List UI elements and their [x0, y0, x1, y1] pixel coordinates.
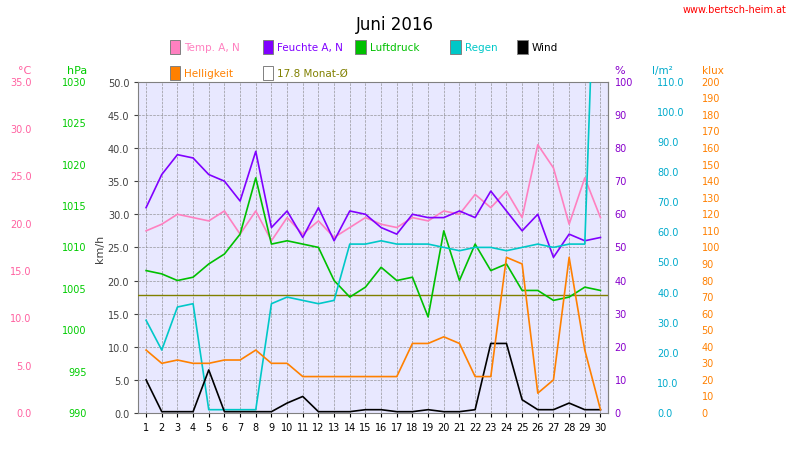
Text: %: % [615, 66, 625, 76]
Text: Feuchte A, N: Feuchte A, N [277, 43, 343, 53]
Text: 1000: 1000 [62, 325, 87, 336]
Text: 5.0: 5.0 [17, 361, 32, 371]
Text: Regen: Regen [465, 43, 497, 53]
Text: 0.0: 0.0 [17, 408, 32, 418]
Text: Wind: Wind [532, 43, 558, 53]
Text: 100.0: 100.0 [657, 108, 685, 118]
Text: °C: °C [18, 66, 32, 76]
Text: 180: 180 [702, 111, 720, 121]
Text: 10.0: 10.0 [10, 313, 32, 324]
Text: 1025: 1025 [62, 119, 87, 129]
Text: 170: 170 [702, 127, 720, 137]
Text: 90.0: 90.0 [657, 138, 679, 148]
Text: 50: 50 [702, 325, 714, 336]
Text: 50.0: 50.0 [657, 258, 679, 268]
Text: 1005: 1005 [62, 284, 87, 294]
Text: 1020: 1020 [62, 160, 87, 170]
Text: 120: 120 [702, 210, 720, 220]
Text: hPa: hPa [66, 66, 87, 76]
Text: 200: 200 [702, 78, 720, 88]
Text: Helligkeit: Helligkeit [184, 68, 233, 78]
Text: l/m²: l/m² [652, 66, 672, 76]
Text: 20: 20 [702, 375, 714, 385]
Text: 1010: 1010 [62, 243, 87, 253]
Text: 20.0: 20.0 [10, 219, 32, 229]
Text: 60.0: 60.0 [657, 228, 679, 238]
Text: Juni 2016: Juni 2016 [356, 16, 434, 34]
Text: 50: 50 [615, 243, 627, 253]
Y-axis label: km/h: km/h [95, 234, 105, 262]
Text: 20.0: 20.0 [657, 348, 679, 358]
Text: 150: 150 [702, 160, 720, 170]
Text: 990: 990 [69, 408, 87, 418]
Text: 110.0: 110.0 [657, 78, 685, 88]
Text: 25.0: 25.0 [10, 172, 32, 182]
Text: 1030: 1030 [62, 78, 87, 88]
Text: 70: 70 [702, 292, 714, 302]
Text: 10: 10 [615, 375, 627, 385]
Text: 100: 100 [615, 78, 633, 88]
Text: 190: 190 [702, 94, 720, 104]
Text: 30: 30 [702, 358, 714, 369]
Text: 160: 160 [702, 144, 720, 154]
Text: 30.0: 30.0 [657, 318, 679, 328]
Text: 30: 30 [615, 309, 627, 319]
Text: Luftdruck: Luftdruck [370, 43, 419, 53]
Text: 15.0: 15.0 [10, 267, 32, 276]
Text: Temp. A, N: Temp. A, N [184, 43, 240, 53]
Text: 35.0: 35.0 [10, 78, 32, 88]
Text: 0: 0 [615, 408, 621, 418]
Text: 130: 130 [702, 193, 720, 203]
Text: 60: 60 [615, 210, 627, 220]
Text: 70: 70 [615, 177, 627, 187]
Text: 20: 20 [615, 342, 627, 352]
Text: 30.0: 30.0 [10, 125, 32, 135]
Text: 10: 10 [702, 392, 714, 402]
Text: 40.0: 40.0 [657, 288, 679, 298]
Text: 140: 140 [702, 177, 720, 187]
Text: 90: 90 [702, 259, 714, 269]
Text: 995: 995 [69, 367, 87, 377]
Text: 1015: 1015 [62, 202, 87, 212]
Text: 110: 110 [702, 226, 720, 236]
Text: 80.0: 80.0 [657, 168, 679, 178]
Text: www.bertsch-heim.at: www.bertsch-heim.at [683, 5, 786, 15]
Text: 0: 0 [702, 408, 708, 418]
Text: 40: 40 [702, 342, 714, 352]
Text: 80: 80 [702, 276, 714, 286]
Text: 90: 90 [615, 111, 627, 121]
Text: 100: 100 [702, 243, 720, 253]
Text: 0.0: 0.0 [657, 408, 672, 418]
Text: 17.8 Monat-Ø: 17.8 Monat-Ø [277, 68, 348, 78]
Text: 70.0: 70.0 [657, 198, 679, 208]
Text: klux: klux [702, 66, 724, 76]
Text: 60: 60 [702, 309, 714, 319]
Text: 10.0: 10.0 [657, 378, 679, 388]
Text: 80: 80 [615, 144, 627, 154]
Text: 40: 40 [615, 276, 627, 286]
